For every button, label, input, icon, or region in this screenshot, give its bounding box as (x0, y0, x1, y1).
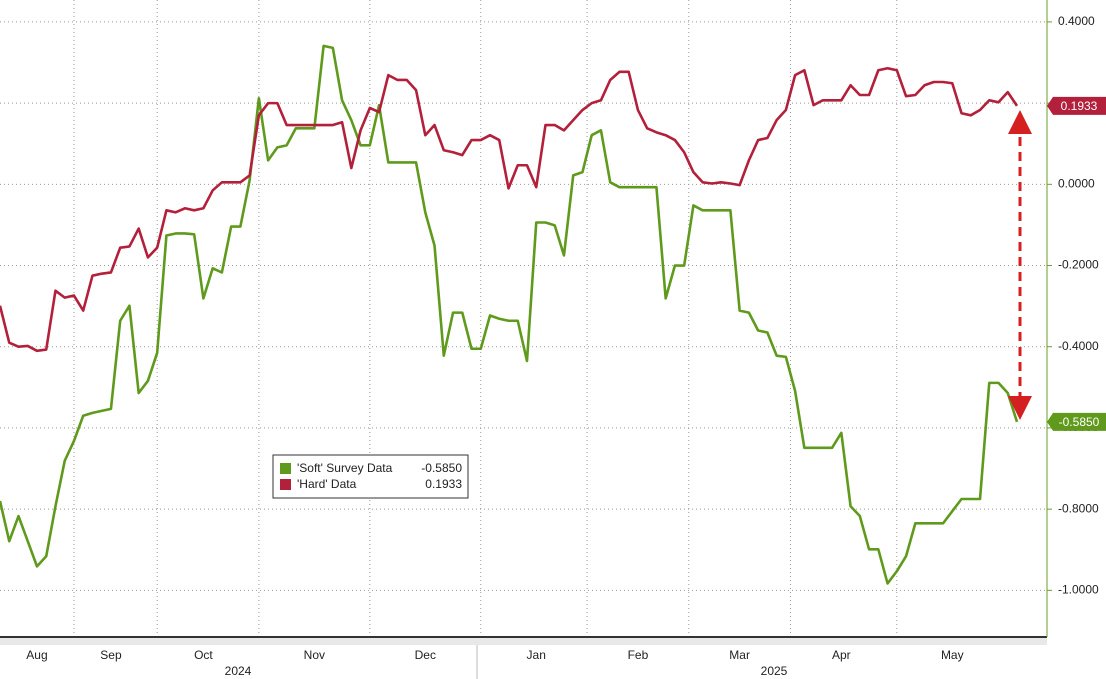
value-tag (1047, 412, 1106, 431)
x-tick-label: Aug (26, 648, 47, 662)
plot-area (0, 44, 1019, 585)
x-tick-label: Jan (527, 648, 546, 662)
y-tick-label: -1.0000 (1058, 583, 1099, 597)
legend-label: 'Soft' Survey Data (297, 461, 393, 475)
value-tag-label: -0.5850 (1059, 415, 1100, 429)
legend: 'Soft' Survey Data -0.5850 'Hard' Data 0.19… (272, 454, 469, 499)
y-tick-label: 0.4000 (1058, 14, 1095, 28)
legend-label: 'Hard' Data (297, 477, 357, 491)
year-label: 2025 (761, 664, 788, 678)
y-tick-label: -0.2000 (1058, 258, 1099, 272)
legend-box (272, 454, 469, 499)
x-tick-label: May (941, 648, 964, 662)
year-label: 2024 (225, 664, 252, 678)
series-line (0, 66, 1019, 353)
y-tick-label: 0.0000 (1058, 177, 1095, 191)
value-tag-label: 0.1933 (1061, 99, 1098, 113)
x-tick-label: Mar (729, 648, 750, 662)
legend-swatch (280, 463, 291, 474)
series-line (0, 44, 1019, 585)
y-tick-label: -0.8000 (1058, 501, 1099, 515)
grid (0, 0, 1047, 635)
x-axis-band (0, 636, 1047, 645)
x-tick-label: Nov (304, 648, 325, 662)
legend-value: -0.5850 (421, 461, 462, 475)
value-tag (1047, 96, 1106, 115)
x-tick-label: Dec (415, 648, 436, 662)
x-tick-label: Oct (194, 648, 213, 662)
legend-swatch (280, 479, 291, 490)
x-tick-label: Feb (628, 648, 649, 662)
legend-value: 0.1933 (425, 477, 462, 491)
x-tick-label: Apr (832, 648, 851, 662)
y-tick-label: -0.4000 (1058, 339, 1099, 353)
x-tick-label: Sep (100, 648, 122, 662)
